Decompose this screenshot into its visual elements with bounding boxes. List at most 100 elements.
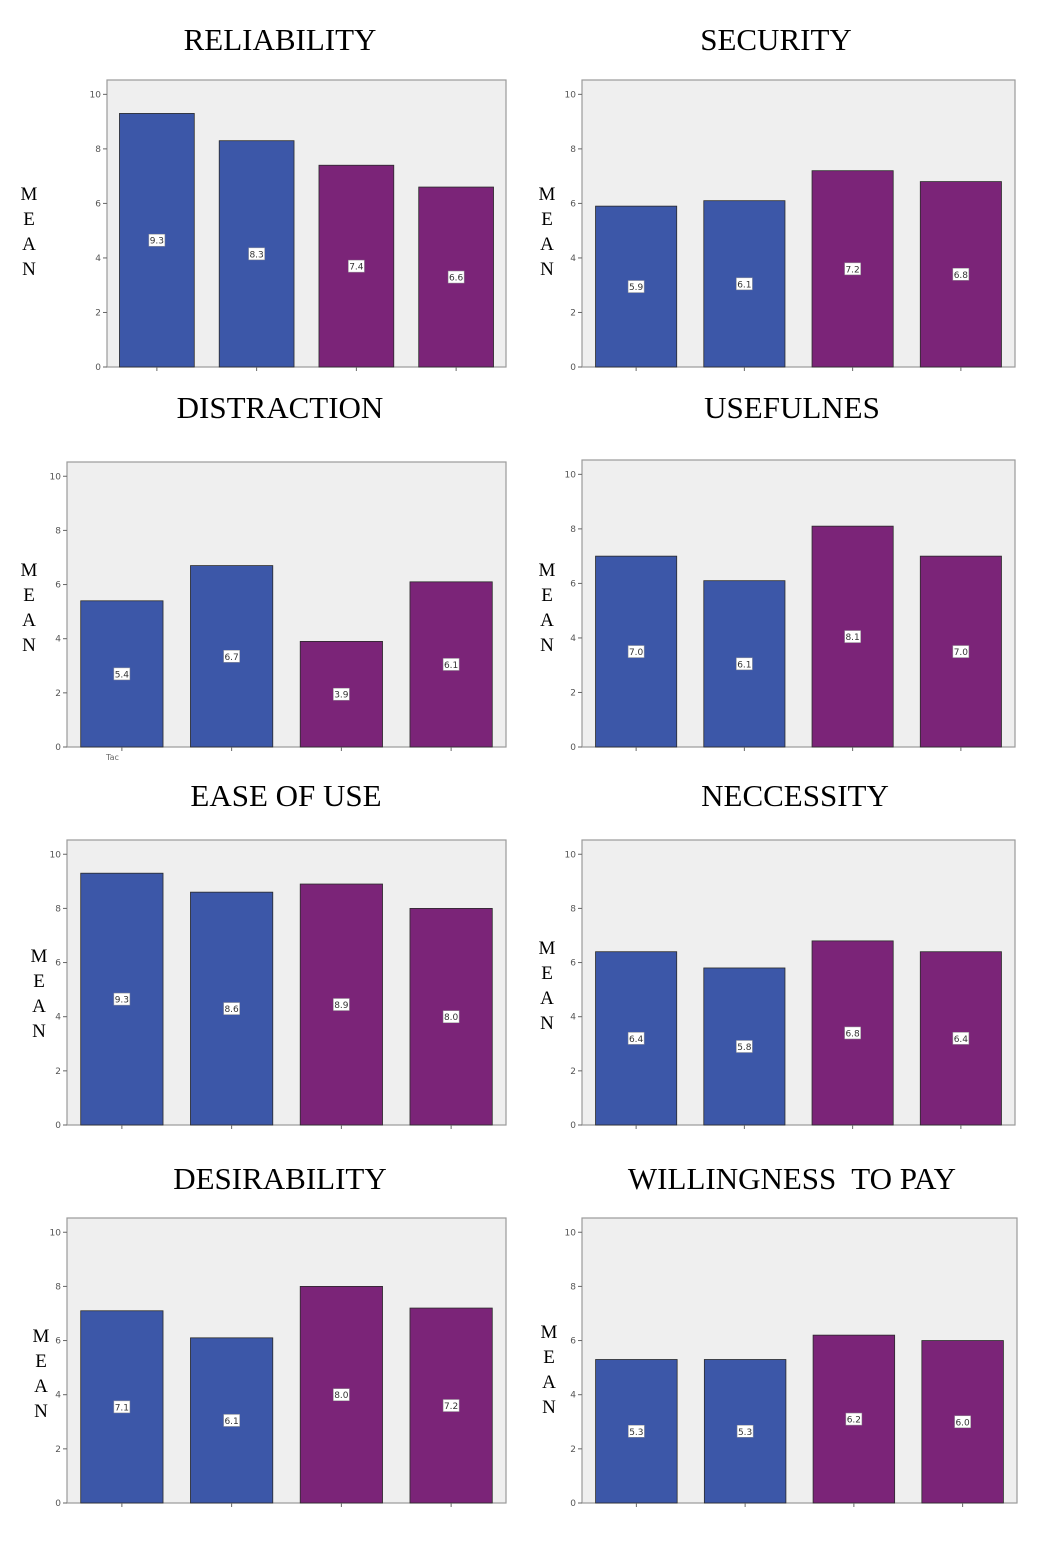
- data-label-box: [627, 1032, 645, 1045]
- data-label: 8.6: [224, 1005, 239, 1015]
- y-tick-label: 10: [565, 1228, 577, 1238]
- y-tick-label: 6: [95, 199, 101, 209]
- data-label: 6.7: [224, 653, 238, 663]
- y-tick-label: 0: [55, 743, 61, 753]
- y-tick-label: 0: [55, 1499, 61, 1509]
- y-tick-label: 4: [570, 1013, 576, 1023]
- y-tick-label: 2: [55, 689, 61, 699]
- y-tick-label: 8: [570, 1282, 576, 1292]
- data-label-box: [447, 270, 465, 284]
- data-label: 9.3: [150, 237, 164, 247]
- data-label-box: [442, 1010, 460, 1023]
- data-label: 8.0: [444, 1013, 459, 1023]
- data-label: 5.3: [738, 1428, 752, 1438]
- y-tick-label: 4: [570, 1391, 576, 1401]
- data-label-box: [952, 1032, 970, 1045]
- chart-title: WILLINGNESS TO PAY: [627, 1161, 957, 1196]
- data-label-box: [348, 259, 365, 273]
- y-tick-label: 4: [55, 635, 61, 645]
- data-label: 6.8: [845, 1029, 860, 1039]
- data-label: 9.3: [115, 996, 129, 1006]
- data-label-box: [113, 992, 131, 1006]
- data-label: 6.2: [847, 1416, 861, 1426]
- y-tick-label: 8: [55, 526, 61, 536]
- y-tick-label: 6: [570, 1337, 576, 1347]
- data-label: 6.8: [954, 271, 969, 281]
- data-label: 7.2: [845, 265, 859, 275]
- data-label-box: [628, 1425, 645, 1438]
- data-label: 6.1: [737, 280, 751, 290]
- data-label-box: [844, 630, 861, 643]
- data-label-box: [736, 657, 753, 671]
- y-tick-label: 2: [570, 308, 576, 318]
- data-label: 6.0: [955, 1418, 970, 1428]
- chart-title: RELIABILITY: [183, 22, 377, 57]
- chart-title: SECURITY: [700, 22, 852, 57]
- bar-plot: 0 2 4 6 8 10 5.4 6.7 3.9 6.1: [50, 461, 507, 753]
- y-tick-label: 4: [95, 254, 101, 264]
- y-tick-label: 8: [95, 145, 101, 155]
- bar-plot: 0 2 4 6 8 10 9.3 8.3 7.4 6.6: [90, 79, 507, 373]
- y-tick-label: 4: [570, 634, 576, 644]
- data-label-box: [248, 247, 265, 261]
- y-tick-label: 2: [570, 1067, 576, 1077]
- y-tick-label: 6: [55, 581, 61, 591]
- y-tick-label: 8: [55, 1282, 61, 1292]
- data-label: 3.9: [334, 691, 349, 701]
- y-tick-label: 0: [570, 743, 576, 753]
- y-tick-label: 6: [55, 1337, 61, 1347]
- y-tick-label: 10: [565, 90, 577, 100]
- y-tick-label: 10: [50, 850, 62, 860]
- data-label: 6.4: [954, 1035, 969, 1045]
- data-label-box: [845, 1412, 863, 1426]
- data-label: 8.3: [249, 250, 263, 260]
- data-label-box: [113, 1400, 131, 1414]
- data-label: 6.1: [224, 1417, 238, 1427]
- data-label: 6.1: [737, 660, 751, 670]
- x-axis-note: Tac: [106, 753, 119, 762]
- data-label-box: [223, 650, 240, 663]
- y-tick-label: 6: [55, 959, 61, 969]
- y-tick-label: 8: [570, 525, 576, 535]
- y-tick-label: 0: [570, 1499, 576, 1509]
- data-label-box: [954, 1415, 971, 1429]
- y-tick-label: 0: [55, 1121, 61, 1131]
- data-label-box: [736, 1040, 753, 1053]
- y-tick-label: 2: [570, 688, 576, 698]
- data-label-box: [952, 268, 970, 281]
- data-label-box: [442, 1399, 460, 1412]
- chart-title: DISTRACTION: [176, 390, 384, 425]
- y-tick-label: 4: [55, 1013, 61, 1023]
- data-label: 5.3: [629, 1428, 643, 1438]
- data-label: 6.6: [449, 274, 464, 284]
- data-label: 8.0: [334, 1391, 349, 1401]
- y-tick-label: 10: [50, 1228, 62, 1238]
- data-label: 6.4: [629, 1035, 644, 1045]
- data-label-box: [333, 687, 350, 701]
- data-label-box: [333, 998, 350, 1011]
- y-tick-label: 2: [55, 1445, 61, 1455]
- y-tick-label: 6: [570, 959, 576, 969]
- data-label: 6.1: [444, 661, 458, 671]
- data-label: 7.0: [954, 648, 969, 658]
- data-label-box: [736, 277, 753, 291]
- bar-plot: 0 2 4 6 8 10 9.3 8.6 8.9 8.0: [50, 839, 507, 1131]
- y-tick-label: 8: [55, 904, 61, 914]
- data-label-box: [442, 658, 460, 671]
- bar-plot: 0 2 4 6 8 10 5.9 6.1 7.2 6.8: [565, 79, 1016, 373]
- chart-title: NECCESSITY: [701, 778, 889, 813]
- chart-title: DESIRABILITY: [173, 1161, 387, 1196]
- data-label-box: [148, 233, 166, 247]
- data-label: 7.2: [444, 1402, 458, 1412]
- bar-plot: 0 2 4 6 8 10 7.0 6.1 8.1 7.0: [565, 459, 1016, 753]
- data-label: 8.1: [845, 633, 859, 643]
- y-tick-label: 0: [570, 1121, 576, 1131]
- data-label-box: [333, 1388, 350, 1401]
- data-label: 5.4: [115, 670, 130, 680]
- y-tick-label: 2: [570, 1445, 576, 1455]
